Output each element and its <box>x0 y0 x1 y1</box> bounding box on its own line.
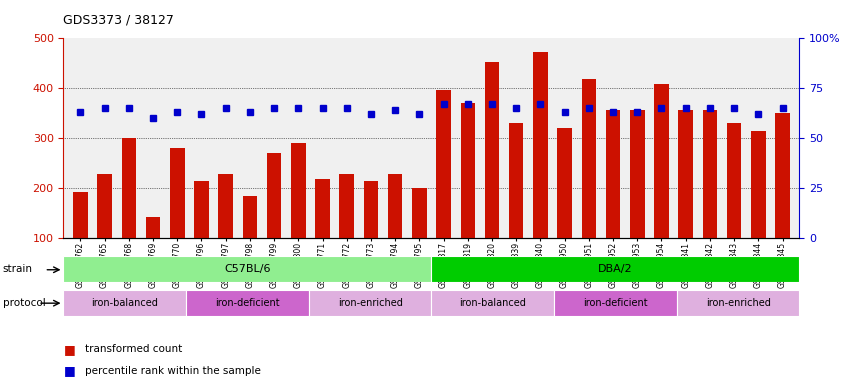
Text: protocol: protocol <box>3 298 46 308</box>
Bar <box>195 180 209 288</box>
Bar <box>703 110 717 288</box>
Bar <box>146 217 160 288</box>
Bar <box>63 256 431 282</box>
Bar <box>97 174 112 288</box>
Bar <box>485 62 499 288</box>
Bar <box>775 113 790 288</box>
Text: iron-balanced: iron-balanced <box>459 298 526 308</box>
Bar <box>533 52 547 288</box>
Bar <box>460 103 475 288</box>
Bar <box>606 110 620 288</box>
Bar <box>751 131 766 288</box>
Bar <box>364 180 378 288</box>
Bar <box>63 290 186 316</box>
Bar <box>554 290 677 316</box>
Bar <box>630 110 645 288</box>
Bar <box>558 128 572 288</box>
Bar <box>186 290 309 316</box>
Text: ■: ■ <box>63 343 75 356</box>
Bar <box>122 138 136 288</box>
Text: C57BL/6: C57BL/6 <box>224 264 271 274</box>
Text: transformed count: transformed count <box>85 344 182 354</box>
Bar <box>339 174 354 288</box>
Bar <box>727 123 741 288</box>
Bar <box>654 84 668 288</box>
Text: ■: ■ <box>63 364 75 377</box>
Text: iron-deficient: iron-deficient <box>583 298 648 308</box>
Bar <box>387 174 403 288</box>
Bar <box>437 90 451 288</box>
Bar <box>412 188 426 288</box>
Text: strain: strain <box>3 264 32 274</box>
Bar <box>266 153 282 288</box>
Text: iron-enriched: iron-enriched <box>338 298 403 308</box>
Text: iron-deficient: iron-deficient <box>215 298 280 308</box>
Bar <box>678 110 693 288</box>
Bar <box>509 123 524 288</box>
Bar <box>243 195 257 288</box>
Bar <box>431 256 799 282</box>
Text: percentile rank within the sample: percentile rank within the sample <box>85 366 261 376</box>
Bar <box>170 148 184 288</box>
Bar <box>677 290 799 316</box>
Bar <box>309 290 431 316</box>
Text: iron-enriched: iron-enriched <box>706 298 771 308</box>
Bar <box>291 143 305 288</box>
Text: iron-balanced: iron-balanced <box>91 298 158 308</box>
Bar <box>431 290 554 316</box>
Text: DBA/2: DBA/2 <box>598 264 633 274</box>
Text: GDS3373 / 38127: GDS3373 / 38127 <box>63 13 174 26</box>
Bar <box>218 174 233 288</box>
Bar <box>581 79 596 288</box>
Bar <box>316 179 330 288</box>
Bar <box>73 192 88 288</box>
